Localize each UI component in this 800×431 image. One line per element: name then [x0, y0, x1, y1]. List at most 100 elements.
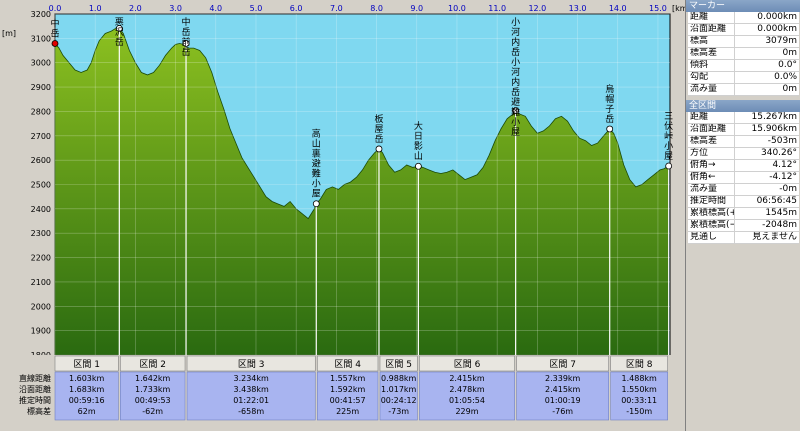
info-row: 推定時間 06:56:45	[688, 196, 799, 208]
section-value: 1.603km	[69, 374, 105, 383]
section-name: 区間 4	[334, 359, 361, 370]
waypoint-label: 悪沢岳	[115, 17, 124, 48]
section-value: 0.988km	[381, 374, 417, 383]
section-body	[316, 371, 379, 421]
info-row-label: 勾配	[688, 72, 735, 83]
waypoint-marker[interactable]	[414, 162, 422, 170]
section-value: 3.438km	[233, 385, 269, 394]
x-tick-label: 14.0	[609, 4, 627, 13]
section-name: 区間 2	[139, 359, 166, 370]
waypoint-marker[interactable]	[512, 107, 520, 115]
info-row-label: 距離	[688, 112, 735, 123]
waypoint-marker[interactable]	[665, 162, 673, 170]
info-row-value: 15.906km	[751, 124, 797, 134]
y-tick-label: 2200	[31, 254, 51, 263]
x-tick-label: 1.0	[89, 4, 102, 13]
section-value: 1.017km	[381, 385, 417, 394]
info-row-label: 推定時間	[688, 196, 735, 207]
section-value: 1.550km	[622, 385, 658, 394]
info-row-value: 3079m	[765, 36, 797, 46]
y-tick-label: 2400	[31, 205, 51, 214]
x-tick-label: 7.0	[330, 4, 343, 13]
section-value: 00:49:53	[135, 396, 171, 405]
info-row-label: 標高差	[688, 48, 735, 59]
section-header[interactable]	[379, 355, 418, 372]
info-row-value: 15.267km	[751, 112, 797, 122]
y-tick-label: 2700	[31, 132, 51, 141]
x-tick-label: 3.0	[169, 4, 182, 13]
info-row: 流み量 -0m	[688, 184, 799, 196]
waypoint-label: 中岳前岳	[182, 16, 191, 58]
info-row-label: 俯角←	[688, 172, 735, 183]
section-row-label: 標高差	[27, 406, 51, 416]
section-header[interactable]	[516, 355, 610, 372]
info-row-value: 0.000km	[757, 24, 797, 34]
waypoint-label: 板屋岳	[374, 113, 383, 145]
x-unit-label: [km]	[672, 4, 685, 13]
info-row: 距離 15.267km	[688, 112, 799, 124]
x-tick-label: 8.0	[370, 4, 383, 13]
total-panel-title: 全区間	[686, 100, 800, 112]
info-row-label: 見通し	[688, 232, 735, 243]
y-tick-label: 3100	[31, 34, 51, 43]
info-panel: マーカー 距離 0.000km 沿面距離 0.000km 標高 3079m 標高差 0m 傾斜 0…	[685, 0, 800, 431]
section-value: 01:05:54	[449, 396, 485, 405]
info-row-label: 標高差	[688, 136, 735, 147]
section-header[interactable]	[120, 355, 186, 372]
x-tick-label: 6.0	[290, 4, 303, 13]
section-name: 区間 5	[385, 359, 412, 370]
info-row: 見通し 見えません	[688, 232, 799, 244]
y-tick-label: 2600	[31, 156, 51, 165]
section-value: 1.733km	[135, 385, 171, 394]
info-row-label: 距離	[688, 12, 735, 23]
section-value: 2.478km	[449, 385, 485, 394]
x-tick-label: 15.0	[649, 4, 667, 13]
info-row-value: 4.12°	[772, 160, 797, 170]
x-tick-label: 2.0	[129, 4, 142, 13]
waypoint-marker[interactable]	[606, 125, 614, 133]
marker-panel-title: マーカー	[686, 0, 800, 12]
y-tick-label: 2100	[31, 278, 51, 287]
section-value: 00:59:16	[69, 396, 105, 405]
waypoint-marker[interactable]	[312, 200, 320, 208]
info-row: 俯角← -4.12°	[688, 172, 799, 184]
x-tick-label: 0.0	[49, 4, 62, 13]
section-header[interactable]	[419, 355, 515, 372]
y-tick-label: 1900	[31, 327, 51, 336]
section-name: 区間 3	[238, 359, 265, 370]
section-value: 00:24:12	[381, 396, 417, 405]
section-body	[186, 371, 316, 421]
marker-table: 距離 0.000km 沿面距離 0.000km 標高 3079m 標高差 0m 傾斜 0.0° 勾配…	[686, 12, 800, 96]
section-header[interactable]	[186, 355, 316, 372]
info-row-label: 傾斜	[688, 60, 735, 71]
section-value: 62m	[78, 407, 96, 416]
info-row: 俯角→ 4.12°	[688, 160, 799, 172]
section-value: 01:00:19	[545, 396, 581, 405]
section-value: 00:41:57	[330, 396, 366, 405]
section-value: 225m	[336, 407, 359, 416]
waypoint-marker[interactable]	[375, 145, 383, 153]
info-row-label: 流み量	[688, 184, 735, 195]
x-tick-label: 10.0	[448, 4, 466, 13]
section-name: 区間 7	[549, 359, 576, 370]
section-header[interactable]	[610, 355, 668, 372]
info-row: 標高差 -503m	[688, 136, 799, 148]
section-name: 区間 1	[73, 359, 100, 370]
waypoint-marker[interactable]	[182, 40, 190, 47]
elevation-profile-chart[interactable]: 中岳 悪沢岳 中岳前岳高山裏避難小屋 板屋岳 大日影山 小河内岳小河内岳避難小屋烏帽子岳三…	[0, 0, 685, 431]
section-header[interactable]	[54, 355, 119, 372]
y-tick-label: 2900	[31, 83, 51, 92]
waypoint-label: 烏帽子岳	[605, 83, 614, 125]
section-value: 01:22:01	[233, 396, 269, 405]
section-name: 区間 8	[626, 359, 653, 370]
info-row-label: 累積標高(+)	[688, 208, 735, 219]
section-value: 229m	[455, 407, 478, 416]
waypoint-marker[interactable]	[51, 40, 59, 47]
info-row-value: -2048m	[762, 220, 797, 230]
info-row: 累積標高(−) -2048m	[688, 220, 799, 232]
info-row-value: 0m	[782, 84, 798, 94]
waypoint-marker[interactable]	[115, 24, 123, 32]
section-header[interactable]	[316, 355, 379, 372]
y-tick-label: 2800	[31, 107, 51, 116]
y-unit-label: [m]	[2, 29, 16, 38]
